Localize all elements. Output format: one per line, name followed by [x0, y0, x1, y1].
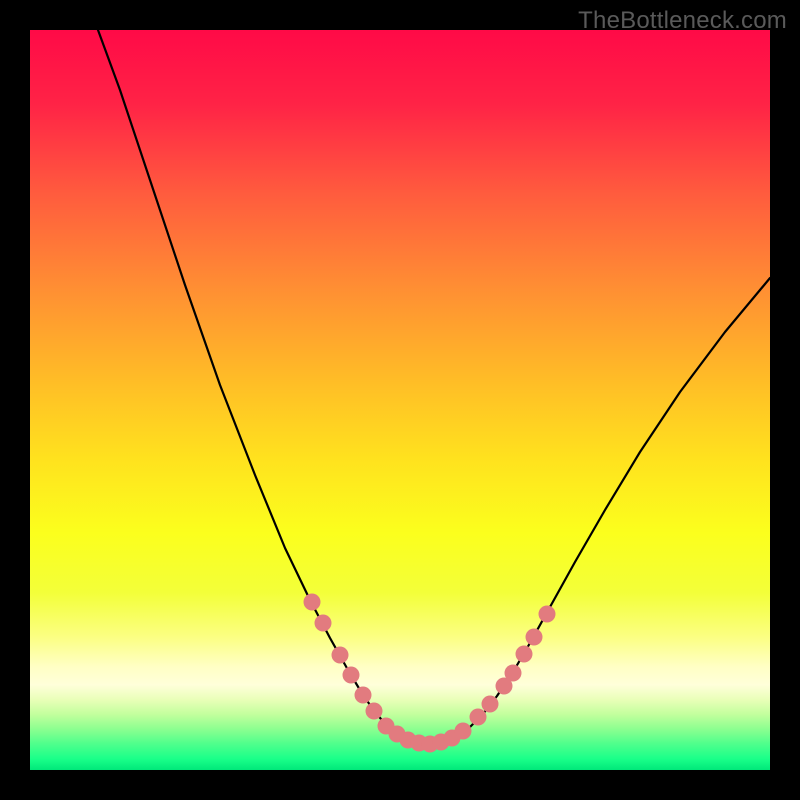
chart-root: TheBottleneck.com [0, 0, 800, 800]
marker-dot [516, 646, 533, 663]
marker-dot [366, 703, 383, 720]
marker-dot [470, 709, 487, 726]
curve-markers [304, 594, 556, 753]
marker-dot [455, 723, 472, 740]
bottleneck-curve [98, 30, 770, 745]
plot-area [30, 30, 770, 770]
marker-dot [332, 647, 349, 664]
marker-dot [526, 629, 543, 646]
marker-dot [304, 594, 321, 611]
marker-dot [539, 606, 556, 623]
curve-layer [30, 30, 770, 770]
marker-dot [505, 665, 522, 682]
marker-dot [482, 696, 499, 713]
marker-dot [355, 687, 372, 704]
watermark-text: TheBottleneck.com [578, 7, 787, 35]
marker-dot [343, 667, 360, 684]
marker-dot [315, 615, 332, 632]
